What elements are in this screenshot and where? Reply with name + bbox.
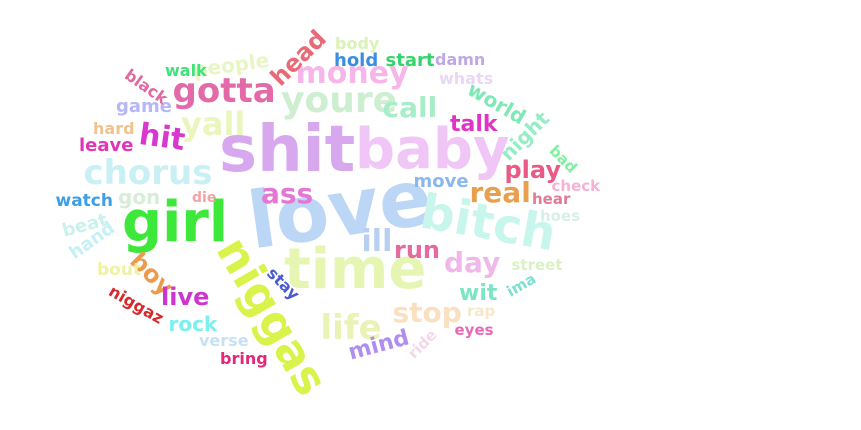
cloud-word-check: check (551, 176, 601, 195)
cloud-word-game: game (116, 96, 172, 117)
cloud-word-gotta: gotta (172, 71, 276, 111)
cloud-word-start: start (385, 50, 435, 71)
cloud-word-wit: wit (459, 281, 498, 306)
cloud-word-stop: stop (392, 296, 462, 329)
cloud-word-ill: ill (361, 224, 393, 259)
cloud-word-ass: ass (261, 177, 314, 210)
cloud-word-money: money (295, 56, 409, 91)
cloud-word-hit: hit (136, 116, 188, 159)
cloud-word-ima: ima (502, 269, 539, 301)
cloud-word-girl: girl (122, 190, 229, 255)
cloud-word-bring: bring (220, 349, 268, 368)
cloud-word-eyes: eyes (454, 320, 494, 339)
cloud-word-bout: bout (97, 259, 142, 280)
cloud-word-walk: walk (165, 61, 207, 80)
cloud-word-body: body (335, 34, 380, 53)
cloud-word-watch: watch (55, 190, 113, 211)
cloud-word-verse: verse (199, 331, 249, 350)
cloud-word-chorus: chorus (83, 153, 213, 193)
cloud-word-talk: talk (450, 112, 498, 137)
cloud-word-day: day (444, 246, 501, 279)
cloud-word-gon: gon (118, 185, 161, 209)
cloud-word-ride: ride (403, 325, 441, 362)
cloud-word-real: real (469, 176, 531, 209)
cloud-word-leave: leave (79, 135, 134, 156)
cloud-word-shit: shit (219, 113, 356, 187)
cloud-word-damn: damn (435, 50, 486, 69)
cloud-word-whats: whats (439, 69, 494, 88)
cloud-word-street: street (511, 255, 563, 274)
cloud-word-call: call (382, 91, 438, 124)
cloud-word-hold: hold (334, 50, 379, 71)
cloud-word-move: move (413, 171, 469, 192)
cloud-word-time: time (284, 237, 427, 302)
cloud-word-run: run (394, 236, 441, 264)
cloud-word-hard: hard (93, 119, 135, 138)
cloud-word-hoes: hoes (540, 206, 581, 225)
cloud-word-play: play (504, 156, 562, 184)
cloud-word-yall: yall (181, 105, 246, 143)
cloud-word-die: die (192, 190, 217, 206)
cloud-word-hear: hear (532, 189, 571, 208)
cloud-word-rock: rock (168, 312, 218, 336)
cloud-word-live: live (161, 283, 210, 311)
cloud-word-life: life (320, 308, 382, 348)
cloud-word-rap: rap (467, 301, 496, 320)
cloud-word-youre: youre (281, 80, 397, 121)
cloud-word-baby: baby (355, 117, 510, 182)
